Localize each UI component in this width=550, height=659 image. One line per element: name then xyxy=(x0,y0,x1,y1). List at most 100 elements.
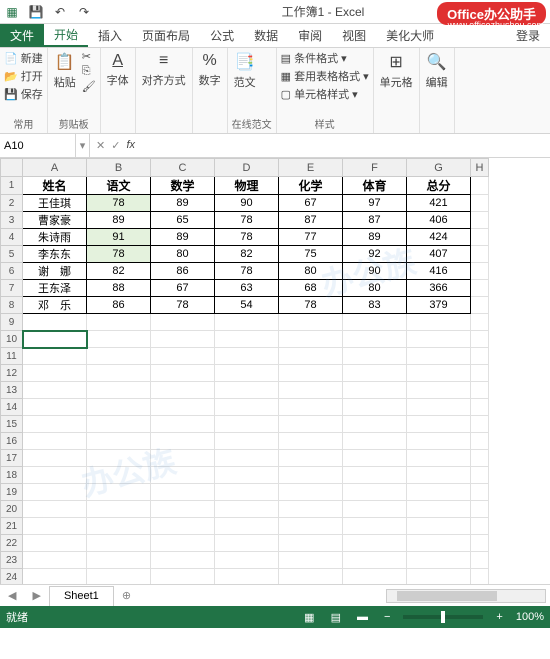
cell[interactable]: 67 xyxy=(151,280,215,297)
cell[interactable]: 78 xyxy=(215,212,279,229)
cell[interactable] xyxy=(23,365,87,382)
cell[interactable]: 67 xyxy=(279,195,343,212)
cell[interactable] xyxy=(87,416,151,433)
cell[interactable] xyxy=(87,518,151,535)
cell[interactable] xyxy=(279,314,343,331)
tab-home[interactable]: 开始 xyxy=(44,24,88,47)
tab-data[interactable]: 数据 xyxy=(244,24,288,47)
cell[interactable] xyxy=(471,246,489,263)
cell[interactable] xyxy=(87,433,151,450)
cell[interactable] xyxy=(471,365,489,382)
cell[interactable]: 379 xyxy=(407,297,471,314)
cell[interactable] xyxy=(471,280,489,297)
cell[interactable] xyxy=(151,535,215,552)
cell[interactable] xyxy=(151,382,215,399)
cell[interactable]: 数学 xyxy=(151,177,215,195)
cell[interactable] xyxy=(215,365,279,382)
table-format-button[interactable]: ▦套用表格格式 ▾ xyxy=(281,68,369,84)
cell[interactable] xyxy=(279,382,343,399)
cell[interactable] xyxy=(471,297,489,314)
tab-file[interactable]: 文件 xyxy=(0,24,44,47)
cell[interactable] xyxy=(87,331,151,348)
cell[interactable] xyxy=(23,552,87,569)
cell[interactable] xyxy=(279,348,343,365)
cell[interactable] xyxy=(343,331,407,348)
cell[interactable]: 王东泽 xyxy=(23,280,87,297)
cell[interactable] xyxy=(151,314,215,331)
cell[interactable] xyxy=(407,348,471,365)
cell[interactable] xyxy=(23,535,87,552)
cell[interactable] xyxy=(407,314,471,331)
cell[interactable] xyxy=(471,518,489,535)
cell[interactable] xyxy=(471,195,489,212)
cell[interactable] xyxy=(471,501,489,518)
cell[interactable] xyxy=(407,501,471,518)
cell[interactable]: 86 xyxy=(87,297,151,314)
cell[interactable]: 姓名 xyxy=(23,177,87,195)
zoom-out-button[interactable]: − xyxy=(381,611,393,623)
cell[interactable] xyxy=(87,552,151,569)
cell[interactable] xyxy=(215,331,279,348)
row-header[interactable]: 5 xyxy=(1,246,23,263)
cell[interactable] xyxy=(471,450,489,467)
cell[interactable] xyxy=(471,348,489,365)
redo-icon[interactable]: ↷ xyxy=(76,4,92,20)
cell[interactable] xyxy=(343,484,407,501)
zoom-slider[interactable] xyxy=(403,615,483,619)
cell[interactable]: 89 xyxy=(343,229,407,246)
cell[interactable]: 421 xyxy=(407,195,471,212)
cell[interactable] xyxy=(407,365,471,382)
cell[interactable] xyxy=(23,501,87,518)
cell[interactable]: 78 xyxy=(215,229,279,246)
row-header[interactable]: 6 xyxy=(1,263,23,280)
col-header[interactable]: F xyxy=(343,159,407,177)
zoom-in-button[interactable]: + xyxy=(493,611,505,623)
cell[interactable] xyxy=(471,569,489,585)
cell[interactable] xyxy=(407,535,471,552)
cell[interactable] xyxy=(343,399,407,416)
cell[interactable] xyxy=(151,467,215,484)
row-header[interactable]: 9 xyxy=(1,314,23,331)
fanwen-button[interactable]: 📑范文 xyxy=(232,50,258,92)
cell[interactable] xyxy=(343,535,407,552)
sheet-tab[interactable]: Sheet1 xyxy=(49,586,114,606)
save-icon[interactable]: 💾 xyxy=(28,4,44,20)
cell[interactable]: 78 xyxy=(87,195,151,212)
cell[interactable]: 物理 xyxy=(215,177,279,195)
cell[interactable]: 李东东 xyxy=(23,246,87,263)
cell[interactable] xyxy=(151,348,215,365)
cell[interactable] xyxy=(407,484,471,501)
cell[interactable]: 78 xyxy=(87,246,151,263)
cell[interactable]: 54 xyxy=(215,297,279,314)
view-layout-icon[interactable]: ▤ xyxy=(328,611,344,624)
cell[interactable] xyxy=(215,399,279,416)
enter-icon[interactable]: ✓ xyxy=(111,139,120,152)
cell[interactable] xyxy=(343,433,407,450)
cell[interactable]: 406 xyxy=(407,212,471,229)
cell[interactable]: 化学 xyxy=(279,177,343,195)
cell[interactable] xyxy=(471,263,489,280)
cell[interactable] xyxy=(471,552,489,569)
cell[interactable] xyxy=(87,382,151,399)
cell[interactable]: 89 xyxy=(87,212,151,229)
row-header[interactable]: 14 xyxy=(1,399,23,416)
cell[interactable] xyxy=(471,484,489,501)
cell[interactable] xyxy=(279,467,343,484)
cell[interactable]: 75 xyxy=(279,246,343,263)
edit-button[interactable]: 🔍编辑 xyxy=(424,50,450,92)
cell[interactable] xyxy=(279,484,343,501)
cell[interactable]: 邓 乐 xyxy=(23,297,87,314)
cell[interactable] xyxy=(151,365,215,382)
cell[interactable] xyxy=(151,399,215,416)
cell[interactable] xyxy=(23,399,87,416)
cell[interactable] xyxy=(279,552,343,569)
cond-format-button[interactable]: ▤条件格式 ▾ xyxy=(281,50,369,66)
name-box[interactable]: A10 xyxy=(0,134,76,157)
cell[interactable] xyxy=(23,433,87,450)
cell[interactable] xyxy=(471,331,489,348)
cell[interactable] xyxy=(87,399,151,416)
cell[interactable] xyxy=(215,569,279,585)
cell[interactable] xyxy=(279,433,343,450)
cell[interactable] xyxy=(151,416,215,433)
view-break-icon[interactable]: ▬ xyxy=(354,611,371,623)
